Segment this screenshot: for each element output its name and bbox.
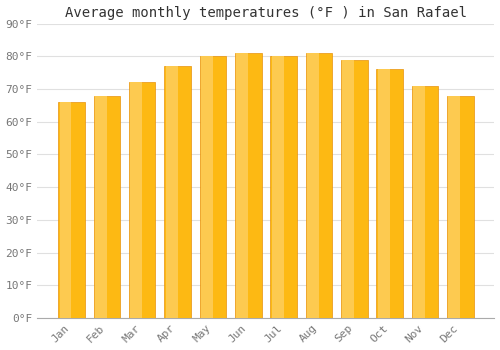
Bar (306, 53, 332, 318)
Bar (448, 96, 460, 318)
Bar (307, 53, 319, 318)
Bar (130, 83, 142, 318)
Bar (58, 102, 84, 318)
Bar (236, 53, 248, 318)
Bar (376, 69, 403, 318)
Bar (413, 86, 425, 318)
Bar (342, 60, 354, 318)
Bar (341, 60, 367, 318)
Title: Average monthly temperatures (°F ) in San Rafael: Average monthly temperatures (°F ) in Sa… (65, 6, 467, 20)
Bar (235, 53, 262, 318)
Bar (164, 66, 191, 318)
Bar (412, 86, 438, 318)
Bar (200, 56, 226, 318)
Bar (272, 56, 283, 318)
Bar (270, 56, 297, 318)
Bar (166, 66, 177, 318)
Bar (95, 96, 107, 318)
Bar (60, 102, 72, 318)
Bar (201, 56, 213, 318)
Bar (129, 83, 156, 318)
Bar (378, 69, 390, 318)
Bar (447, 96, 473, 318)
Bar (94, 96, 120, 318)
